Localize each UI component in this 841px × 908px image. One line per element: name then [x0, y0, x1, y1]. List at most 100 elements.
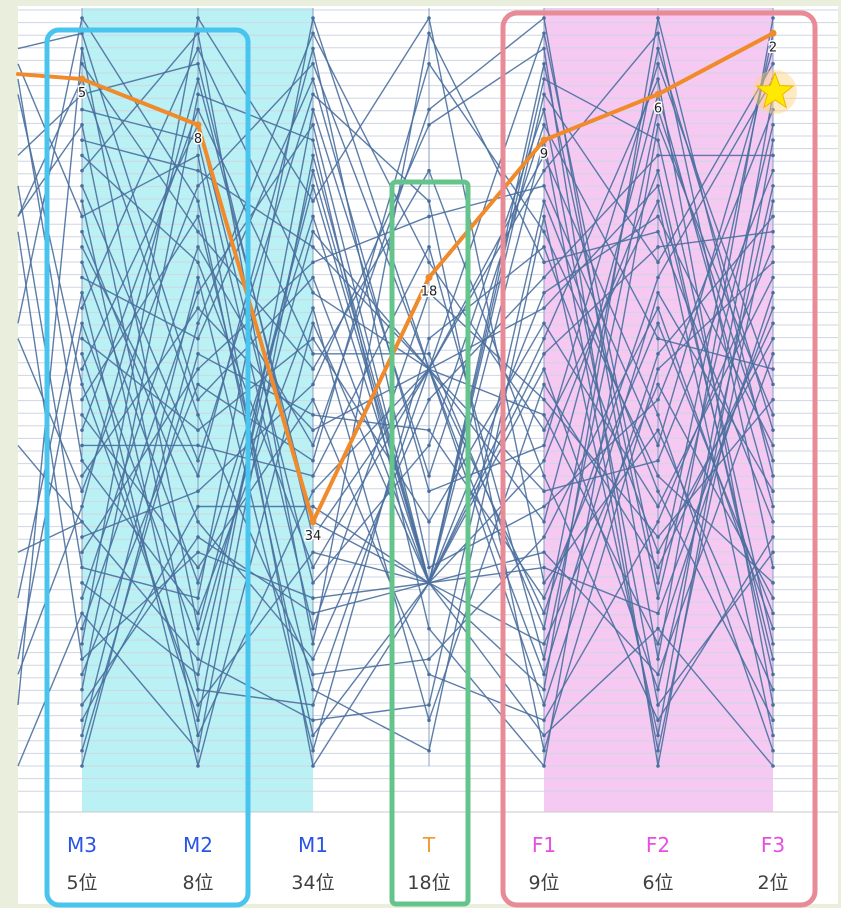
- series-line: [81, 154, 199, 263]
- series-point: [196, 657, 200, 661]
- series-point: [656, 275, 660, 280]
- series-point: [542, 489, 546, 494]
- series-point: [80, 229, 84, 234]
- series-point: [771, 489, 775, 494]
- series-point: [656, 229, 660, 234]
- series-point: [656, 626, 660, 631]
- series-line: [428, 582, 545, 691]
- series-line: [657, 170, 774, 675]
- series-line: [312, 17, 430, 202]
- series-line: [312, 78, 430, 492]
- series-line: [428, 368, 545, 416]
- series-line: [657, 414, 774, 751]
- series-point: [542, 474, 546, 478]
- series-point: [196, 321, 200, 326]
- series-line: [81, 368, 199, 553]
- series-line: [197, 94, 314, 461]
- series-point: [656, 733, 660, 738]
- series-line: [312, 17, 430, 370]
- series-point: [311, 748, 315, 753]
- series-line: [543, 109, 659, 660]
- series-line: [197, 338, 314, 431]
- series-point: [311, 642, 315, 646]
- series-point: [196, 46, 200, 51]
- series-point: [656, 764, 660, 768]
- series-line: [428, 566, 545, 584]
- series-line: [81, 185, 199, 492]
- series-line: [543, 94, 659, 522]
- series-line: [312, 124, 430, 385]
- series-point: [656, 46, 660, 51]
- series-line: [657, 246, 774, 523]
- series-line: [543, 323, 659, 599]
- series-point: [542, 733, 546, 738]
- series-point: [196, 61, 200, 66]
- series-line: [312, 505, 430, 584]
- series-point: [771, 153, 775, 158]
- series-line: [81, 384, 199, 675]
- series-point: [656, 581, 660, 585]
- series-point: [311, 443, 315, 448]
- series-point: [196, 474, 200, 478]
- series-line: [197, 231, 314, 645]
- series-line: [197, 170, 314, 675]
- series-line: [428, 368, 545, 492]
- series-point: [771, 321, 775, 326]
- series-line: [312, 109, 430, 446]
- series-line: [197, 551, 314, 706]
- series-point: [427, 245, 431, 249]
- series-line: [81, 63, 199, 96]
- series-point: [311, 306, 315, 310]
- series-line: [17, 17, 83, 324]
- series-line: [81, 17, 199, 645]
- series-point: [542, 657, 546, 661]
- series-point: [656, 382, 660, 387]
- series-point: [771, 199, 775, 203]
- series-line: [657, 628, 774, 767]
- highlight-series-line: [16, 31, 775, 524]
- series-line: [81, 277, 199, 736]
- axis-label-M2: M2: [183, 833, 213, 857]
- series-point: [311, 138, 315, 142]
- series-point: [311, 657, 315, 661]
- series-line: [428, 216, 545, 751]
- series-line: [17, 231, 83, 660]
- series-line: [312, 246, 430, 477]
- series-point: [427, 214, 431, 219]
- series-point: [427, 703, 431, 707]
- series-line: [17, 94, 83, 385]
- series-line: [81, 108, 199, 141]
- series-point: [656, 168, 660, 173]
- series-point: [311, 764, 315, 768]
- series-line: [197, 277, 314, 751]
- series-line: [197, 414, 314, 675]
- series-point: [311, 626, 315, 631]
- series-line: [17, 338, 83, 492]
- series-point: [542, 153, 546, 158]
- series-point: [311, 687, 315, 692]
- series-line: [428, 582, 545, 645]
- series-point: [542, 581, 546, 585]
- series-point: [656, 138, 660, 142]
- series-line: [81, 551, 199, 660]
- series-line: [543, 78, 659, 141]
- axis-label-M3: M3: [67, 833, 97, 857]
- series-line: [312, 246, 430, 370]
- series-point: [542, 306, 546, 310]
- series-point: [542, 458, 546, 463]
- series-point: [427, 581, 431, 585]
- series-line: [197, 261, 314, 370]
- series-point: [311, 168, 315, 173]
- series-point: [80, 413, 84, 417]
- series-line: [197, 307, 314, 431]
- series-line: [657, 429, 774, 690]
- series-point: [771, 260, 775, 265]
- series-point: [656, 260, 660, 265]
- series-line: [428, 63, 545, 233]
- series-point: [656, 290, 660, 295]
- series-point: [427, 367, 431, 371]
- series-line: [657, 292, 774, 645]
- series-point: [196, 168, 200, 173]
- series-line: [543, 185, 659, 309]
- series-line: [197, 399, 314, 568]
